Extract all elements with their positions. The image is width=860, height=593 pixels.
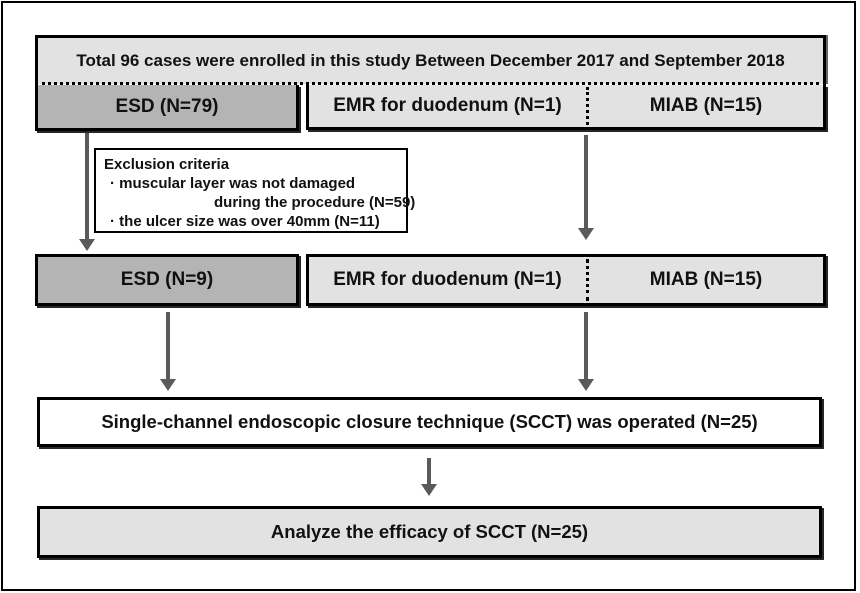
row1-esd-label: ESD (N=79)	[115, 95, 219, 117]
enrollment-box: Total 96 cases were enrolled in this stu…	[35, 35, 826, 84]
row1-emr-label: EMR for duodenum (N=1)	[333, 95, 562, 116]
row2-miab-cell: MIAB (N=15)	[589, 257, 823, 303]
row2-miab-label: MIAB (N=15)	[649, 269, 763, 290]
down-arrow-esd79-to-esd9	[85, 133, 89, 240]
exclusion-heading: Exclusion criteria	[104, 156, 230, 173]
down-arrow-emr-miab-row1-to-row2	[584, 135, 588, 229]
row1-miab-cell: MIAB (N=15)	[589, 85, 823, 127]
scct-operated-box: Single-channel endoscopic closure techni…	[37, 397, 822, 447]
row1-emr-cell: EMR for duodenum (N=1)	[309, 85, 586, 127]
down-arrow-emr-miab-to-scct	[584, 312, 588, 380]
row1-miab-label: MIAB (N=15)	[649, 95, 763, 116]
down-arrow-esd9-to-scct	[166, 312, 170, 380]
row2-emr-miab-box: EMR for duodenum (N=1) MIAB (N=15)	[306, 254, 826, 306]
analyze-efficacy-label: Analyze the efficacy of SCCT (N=25)	[270, 521, 589, 542]
exclusion-item-1-continued: during the procedure (N=59)	[214, 194, 416, 211]
exclusion-item-2: · the ulcer size was over 40mm (N=11)	[110, 213, 380, 230]
title-row-dotted-boundary	[35, 82, 826, 85]
row1-esd-box: ESD (N=79)	[35, 85, 299, 131]
analyze-efficacy-box: Analyze the efficacy of SCCT (N=25)	[37, 506, 822, 558]
row2-esd-box: ESD (N=9)	[35, 254, 299, 306]
row2-emr-cell: EMR for duodenum (N=1)	[309, 257, 586, 303]
row2-dotted-divider	[586, 259, 589, 301]
exclusion-criteria-box: Exclusion criteria · muscular layer was …	[94, 148, 416, 233]
row2-emr-label: EMR for duodenum (N=1)	[333, 269, 562, 290]
down-arrow-scct-to-analyze	[427, 458, 431, 485]
row1-dotted-divider	[586, 87, 589, 125]
scct-operated-label: Single-channel endoscopic closure techni…	[101, 411, 758, 432]
row1-emr-miab-box: EMR for duodenum (N=1) MIAB (N=15)	[306, 85, 826, 130]
row2-esd-label: ESD (N=9)	[120, 269, 214, 290]
exclusion-item-1: · muscular layer was not damaged	[110, 175, 356, 192]
enrollment-label: Total 96 cases were enrolled in this stu…	[76, 51, 785, 70]
